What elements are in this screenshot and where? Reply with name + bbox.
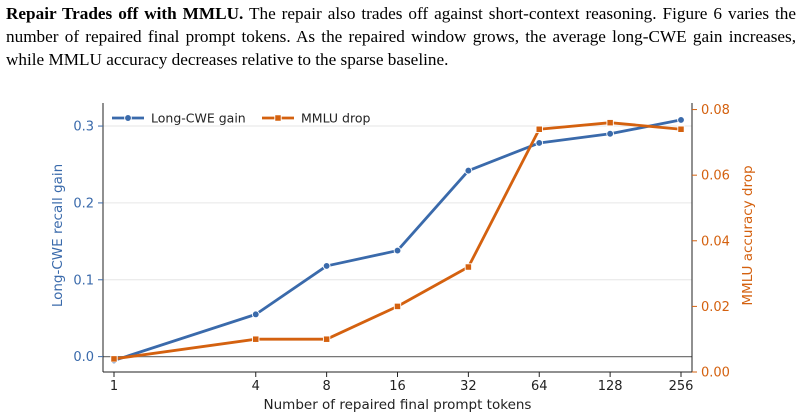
x-tick-label: 64 (531, 379, 548, 394)
axes: 1 4 8 16 32 64 128 256 0.0 0.1 0.2 0.3 0.00 0.02 0.04 0… (73, 103, 730, 394)
y-right-tick-label: 0.00 (701, 366, 730, 381)
x-tick-label: 1 (110, 379, 118, 394)
data-point (606, 119, 614, 127)
y-left-tick-label: 0.0 (73, 350, 94, 365)
paragraph-body: The repair also trades off against short… (6, 4, 796, 69)
data-point (322, 335, 331, 343)
data-point (535, 125, 543, 133)
data-point (464, 263, 473, 271)
data-point (393, 246, 402, 255)
data-point (252, 335, 260, 343)
data-point (110, 355, 118, 363)
y-axis-left-label: Long-CWE recall gain (50, 164, 66, 307)
series-line-long-cwe (112, 118, 683, 362)
legend-marker (274, 114, 282, 122)
y-axis-right-label: MMLU accuracy drop (740, 165, 756, 305)
legend-label: Long-CWE gain (151, 111, 246, 126)
data-point (464, 166, 473, 175)
y-left-tick-label: 0.1 (73, 273, 94, 288)
y-right-tick-label: 0.06 (701, 169, 730, 184)
data-point (677, 116, 685, 124)
data-point (677, 125, 685, 133)
paragraph-heading: Repair Trades off with MMLU. (6, 4, 244, 23)
paragraph: Repair Trades off with MMLU. The repair … (6, 2, 796, 71)
x-axis-label: Number of repaired final prompt tokens (264, 397, 532, 413)
data-point (322, 262, 331, 270)
legend-label: MMLU drop (301, 111, 370, 126)
x-tick-label: 4 (252, 379, 260, 394)
x-tick-label: 16 (389, 379, 406, 394)
y-left-tick-label: 0.3 (73, 120, 94, 135)
data-point (606, 129, 614, 138)
data-point (535, 139, 544, 147)
legend-marker (124, 114, 132, 122)
data-point (393, 302, 402, 311)
x-tick-label: 256 (669, 379, 694, 394)
x-tick-label: 128 (598, 379, 623, 394)
series-layer (110, 116, 685, 365)
y-left-tick-label: 0.2 (73, 196, 94, 211)
gridlines (103, 125, 692, 358)
y-right-tick-label: 0.04 (701, 234, 730, 249)
legend: Long-CWE gain MMLU drop (112, 111, 370, 126)
x-tick-label: 8 (322, 379, 330, 394)
data-point (251, 310, 260, 319)
y-right-tick-label: 0.08 (701, 103, 730, 118)
series-line-mmlu (112, 121, 683, 361)
y-right-tick-label: 0.02 (701, 300, 730, 315)
x-tick-label: 32 (460, 379, 477, 394)
